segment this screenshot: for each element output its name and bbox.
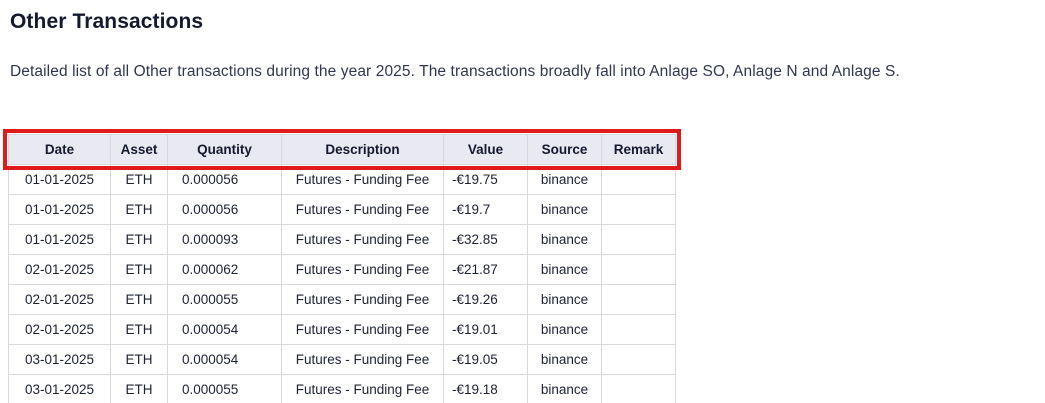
cell-asset: ETH xyxy=(110,374,168,403)
table-row: 01-01-2025 ETH 0.000093 Futures - Funding F… xyxy=(8,224,676,255)
table-row: 01-01-2025 ETH 0.000056 Futures - Funding F… xyxy=(8,194,676,225)
cell-description: Futures - Funding Fee xyxy=(281,224,444,255)
table-row: 03-01-2025 ETH 0.000055 Futures - Funding F… xyxy=(8,374,676,403)
cell-source: binance xyxy=(527,284,602,315)
table-row: 01-01-2025 ETH 0.000056 Futures - Funding F… xyxy=(8,164,676,195)
cell-quantity: 0.000062 xyxy=(167,254,282,285)
cell-remark xyxy=(601,194,676,225)
cell-description: Futures - Funding Fee xyxy=(281,284,444,315)
cell-value: -€19.26 xyxy=(443,284,528,315)
cell-asset: ETH xyxy=(110,254,168,285)
cell-value: -€19.18 xyxy=(443,374,528,403)
cell-value: -€19.75 xyxy=(443,164,528,195)
cell-date: 01-01-2025 xyxy=(8,164,111,195)
cell-source: binance xyxy=(527,164,602,195)
cell-date: 02-01-2025 xyxy=(8,284,111,315)
column-header-description: Description xyxy=(281,134,444,165)
cell-asset: ETH xyxy=(110,164,168,195)
cell-remark xyxy=(601,314,676,345)
table-row: 02-01-2025 ETH 0.000054 Futures - Funding F… xyxy=(8,314,676,345)
cell-remark xyxy=(601,164,676,195)
cell-source: binance xyxy=(527,374,602,403)
cell-asset: ETH xyxy=(110,344,168,375)
cell-description: Futures - Funding Fee xyxy=(281,164,444,195)
cell-date: 02-01-2025 xyxy=(8,254,111,285)
column-header-asset: Asset xyxy=(110,134,168,165)
cell-remark xyxy=(601,344,676,375)
cell-value: -€21.87 xyxy=(443,254,528,285)
table-body: 01-01-2025 ETH 0.000056 Futures - Funding F… xyxy=(8,164,676,403)
cell-value: -€19.05 xyxy=(443,344,528,375)
column-header-value: Value xyxy=(443,134,528,165)
transactions-table-wrap: Date Asset Quantity Description Value Source R… xyxy=(3,129,681,403)
page-title: Other Transactions xyxy=(10,10,204,33)
cell-source: binance xyxy=(527,314,602,345)
column-header-quantity: Quantity xyxy=(167,134,282,165)
table-row: 02-01-2025 ETH 0.000055 Futures - Funding F… xyxy=(8,284,676,315)
cell-description: Futures - Funding Fee xyxy=(281,374,444,403)
cell-asset: ETH xyxy=(110,314,168,345)
cell-date: 01-01-2025 xyxy=(8,224,111,255)
column-header-date: Date xyxy=(8,134,111,165)
cell-value: -€19.01 xyxy=(443,314,528,345)
cell-value: -€32.85 xyxy=(443,224,528,255)
cell-description: Futures - Funding Fee xyxy=(281,314,444,345)
cell-value: -€19.7 xyxy=(443,194,528,225)
table-header: Date Asset Quantity Description Value Source R… xyxy=(8,134,676,165)
cell-remark xyxy=(601,284,676,315)
cell-remark xyxy=(601,254,676,285)
cell-remark xyxy=(601,374,676,403)
cell-quantity: 0.000054 xyxy=(167,344,282,375)
cell-source: binance xyxy=(527,224,602,255)
cell-source: binance xyxy=(527,254,602,285)
cell-description: Futures - Funding Fee xyxy=(281,344,444,375)
cell-asset: ETH xyxy=(110,194,168,225)
cell-quantity: 0.000056 xyxy=(167,194,282,225)
cell-asset: ETH xyxy=(110,224,168,255)
cell-asset: ETH xyxy=(110,284,168,315)
cell-quantity: 0.000093 xyxy=(167,224,282,255)
column-header-source: Source xyxy=(527,134,602,165)
cell-date: 01-01-2025 xyxy=(8,194,111,225)
cell-date: 02-01-2025 xyxy=(8,314,111,345)
cell-source: binance xyxy=(527,194,602,225)
cell-date: 03-01-2025 xyxy=(8,344,111,375)
cell-remark xyxy=(601,224,676,255)
column-header-remark: Remark xyxy=(601,134,676,165)
cell-quantity: 0.000055 xyxy=(167,374,282,403)
table-header-row: Date Asset Quantity Description Value Source R… xyxy=(8,134,676,165)
table-row: 03-01-2025 ETH 0.000054 Futures - Funding F… xyxy=(8,344,676,375)
table-row: 02-01-2025 ETH 0.000062 Futures - Funding F… xyxy=(8,254,676,285)
cell-description: Futures - Funding Fee xyxy=(281,254,444,285)
page-subtitle: Detailed list of all Other transactions … xyxy=(10,63,900,80)
cell-quantity: 0.000056 xyxy=(167,164,282,195)
cell-quantity: 0.000054 xyxy=(167,314,282,345)
cell-description: Futures - Funding Fee xyxy=(281,194,444,225)
cell-quantity: 0.000055 xyxy=(167,284,282,315)
cell-source: binance xyxy=(527,344,602,375)
transactions-table: Date Asset Quantity Description Value Source R… xyxy=(8,134,676,403)
report-page: Other Transactions Detailed list of all … xyxy=(0,10,1045,403)
cell-date: 03-01-2025 xyxy=(8,374,111,403)
